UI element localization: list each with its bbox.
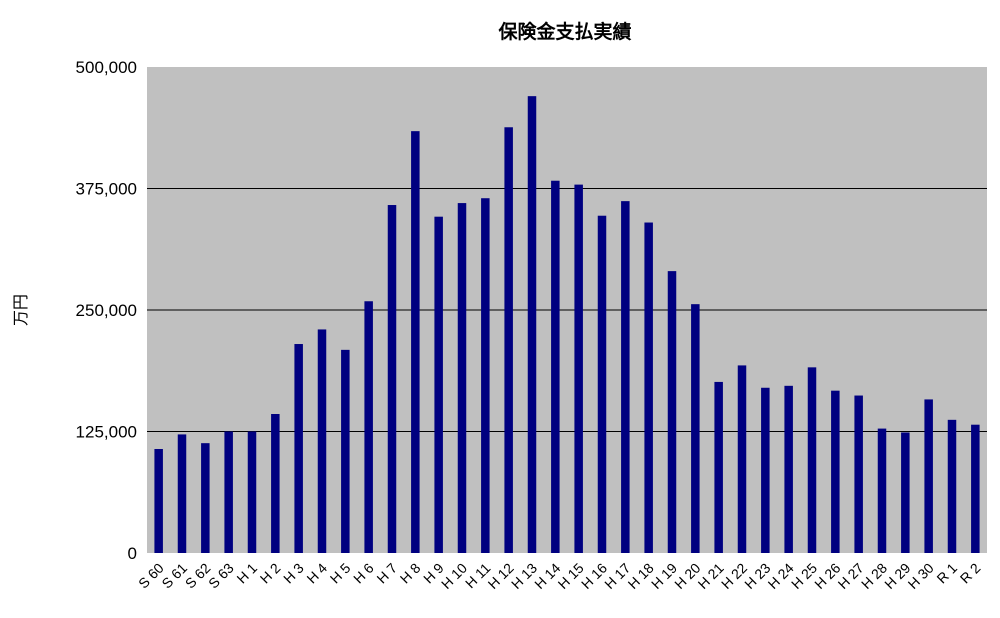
bar <box>901 432 910 553</box>
x-tick-label: R 2 <box>957 560 984 587</box>
bar <box>807 367 817 553</box>
y-tick-label: 500,000 <box>76 58 137 77</box>
x-axis-ticks: S 60S 61S 62S 63H 1H 2H 3H 4H 5H 6H 7H 8… <box>135 560 983 592</box>
bar <box>831 390 840 553</box>
y-axis-label: 万円 <box>11 294 30 326</box>
x-tick-label: S 63 <box>205 560 237 592</box>
y-tick-label: 375,000 <box>76 180 137 199</box>
bar <box>481 198 490 553</box>
bar <box>154 448 163 553</box>
bar <box>341 349 350 553</box>
bar <box>644 222 653 553</box>
bar <box>667 271 677 553</box>
bar <box>177 434 187 553</box>
bar <box>271 414 280 553</box>
bar <box>597 215 607 553</box>
bar <box>971 424 980 553</box>
bar <box>784 385 793 553</box>
bar <box>247 431 257 553</box>
bar <box>737 365 747 553</box>
x-tick-label: R 1 <box>933 560 960 587</box>
bar <box>317 329 327 553</box>
bar <box>924 399 933 553</box>
x-tick-label: H 2 <box>257 560 284 587</box>
bar <box>714 381 723 553</box>
x-tick-label: H 8 <box>397 560 424 587</box>
bar <box>457 203 467 553</box>
x-tick-label: H 3 <box>280 560 307 587</box>
bar <box>574 184 583 553</box>
bar <box>947 419 957 553</box>
y-axis-ticks: 0 125,000 250,000 375,000 500,000 <box>76 58 137 563</box>
bars <box>154 96 980 554</box>
x-tick-label: H 6 <box>350 560 377 587</box>
x-tick-label: H 7 <box>373 560 400 587</box>
x-tick-label: H 5 <box>327 560 354 587</box>
bar <box>621 201 630 554</box>
y-tick-label: 125,000 <box>76 423 137 442</box>
bar <box>364 301 373 553</box>
bar <box>294 344 303 553</box>
bar <box>691 304 700 553</box>
bar <box>761 387 770 553</box>
bar <box>527 96 537 553</box>
x-tick-label: H 1 <box>233 560 260 587</box>
bar <box>877 428 887 553</box>
bar <box>411 131 420 554</box>
bar <box>387 205 397 554</box>
chart-title: 保険金支払実績 <box>497 20 631 43</box>
bar <box>854 395 863 553</box>
bar <box>224 431 233 553</box>
bar <box>434 216 443 554</box>
x-tick-label: H 4 <box>303 560 330 587</box>
bar <box>551 180 560 553</box>
x-tick-label: H 30 <box>905 560 937 592</box>
bar <box>504 127 513 553</box>
y-tick-label: 250,000 <box>76 301 137 320</box>
gridlines <box>147 188 987 432</box>
bar <box>201 443 210 553</box>
y-tick-label: 0 <box>128 544 137 563</box>
